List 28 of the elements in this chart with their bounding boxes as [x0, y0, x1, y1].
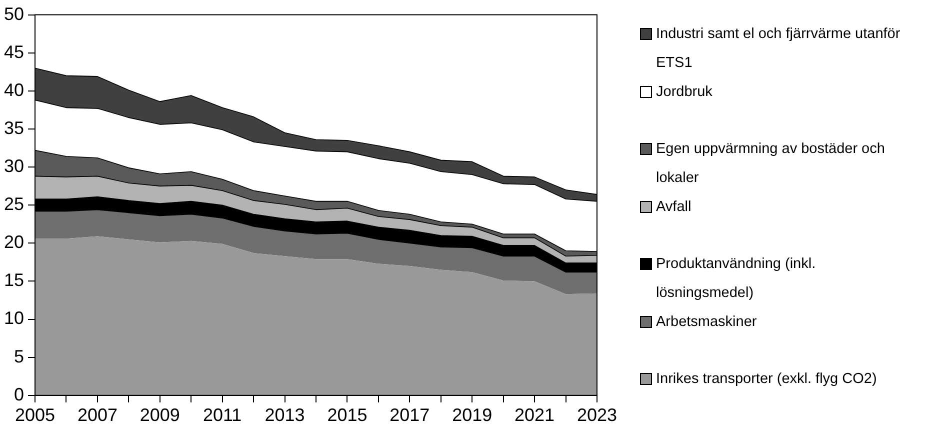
y-tick-label: 15: [4, 270, 24, 290]
x-tick-label: 2021: [514, 405, 555, 426]
x-tick-label: 2005: [15, 405, 56, 426]
y-tick-label: 25: [4, 194, 24, 214]
y-tick-label: 30: [4, 156, 24, 176]
x-tick-label: 2017: [390, 405, 430, 426]
y-tick-label: 0: [14, 384, 24, 404]
y-tick-label: 5: [14, 346, 24, 366]
legend-label: Inrikes transporter (exkl. flyg CO2): [656, 370, 877, 389]
legend-label: Jordbruk: [656, 83, 712, 102]
x-tick-label: 2015: [327, 405, 368, 426]
x-tick-label: 2011: [202, 405, 242, 426]
y-tick-label: 10: [4, 308, 24, 328]
x-tick-label: 2019: [452, 405, 492, 426]
legend-label: Arbetsmaskiner: [656, 313, 757, 332]
y-tick-label: 45: [4, 42, 24, 62]
legend-label: Avfall: [656, 198, 692, 217]
x-tick-label: 2007: [77, 405, 118, 426]
y-tick-label: 50: [4, 4, 24, 24]
legend-label: Egen uppvärmning av bostäder och lokaler: [656, 140, 886, 188]
x-tick-label: 2009: [140, 405, 180, 426]
x-tick-label: 2013: [264, 405, 305, 426]
legend-label: Industri samt el och fjärrvärme utanför ETS1: [656, 25, 902, 73]
legend-label: Produktanvändning (inkl. lösningsmedel): [656, 255, 817, 303]
y-tick-label: 35: [4, 118, 24, 138]
y-tick-label: 40: [4, 80, 24, 100]
x-tick-label: 2023: [576, 405, 617, 426]
y-tick-label: 20: [4, 232, 24, 252]
